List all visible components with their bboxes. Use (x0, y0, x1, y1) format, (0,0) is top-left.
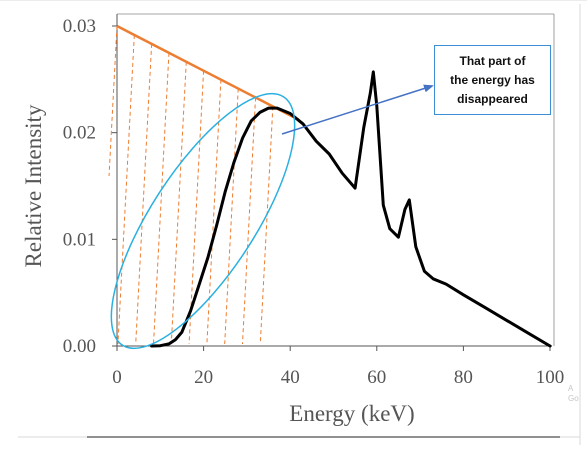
watermark: A Go (568, 384, 579, 404)
y-axis-title: Relative Intensity (21, 104, 46, 267)
x-tick-label: 20 (194, 367, 213, 388)
x-tick-label: 0 (112, 367, 122, 388)
x-tick-label: 80 (454, 367, 473, 388)
y-tick-label: 0.03 (63, 16, 96, 37)
watermark-line-1: A (568, 384, 574, 393)
hatch-line (135, 43, 153, 345)
x-tick-label: 40 (281, 367, 300, 388)
hatch-line (117, 34, 135, 345)
highlight-ellipse (110, 92, 296, 350)
y-tick-label: 0.00 (63, 336, 96, 357)
hatch-line (224, 88, 239, 345)
x-axis-title: Energy (keV) (289, 401, 414, 426)
hatch-line (259, 106, 274, 345)
estimated-spectrum-line (116, 24, 300, 121)
callout-line-3: disappeared (457, 91, 528, 106)
watermark-line-2: Go (568, 394, 579, 403)
hatch-line (170, 61, 187, 345)
x-tick-label: 100 (536, 367, 565, 388)
hatch-line (241, 97, 257, 345)
callout-line-2: the energy has (450, 72, 535, 87)
y-tick-label: 0.02 (63, 123, 96, 144)
hatch-line (206, 79, 222, 345)
x-tick-label: 60 (367, 367, 386, 388)
spectrum-series-line (150, 70, 552, 348)
y-tick-label: 0.01 (63, 229, 96, 250)
callout-line-1: That part of (459, 53, 526, 68)
callout-arrow (281, 84, 434, 135)
callout-box: That part of the energy has disappeared (434, 45, 551, 115)
hatch-line (188, 70, 205, 345)
plot-layer: 0 20 40 60 80 100 0.00 0.01 0.02 0.03 (63, 13, 565, 388)
